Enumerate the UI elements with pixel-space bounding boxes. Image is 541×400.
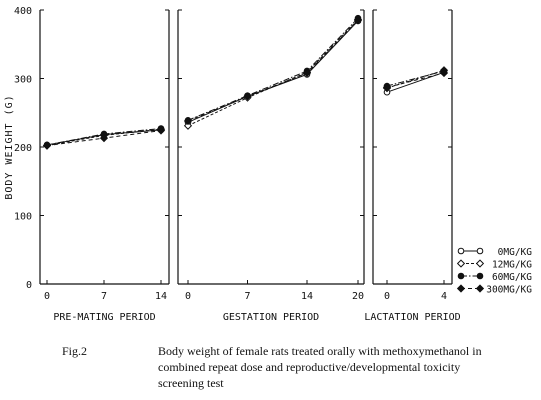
caption-label: Fig.2 [62, 344, 88, 358]
legend-marker [456, 259, 466, 268]
data-point [156, 126, 166, 135]
chart-panel-2: 0 7 14 20 GESTATION PERIOD [177, 9, 365, 323]
legend-label: 300MG/KG [486, 285, 532, 296]
series-line-3 [386, 70, 445, 87]
legend-label: 60MG/KG [492, 272, 532, 283]
x-tick-label: 4 [441, 291, 447, 302]
data-point [302, 68, 312, 78]
legend-marker [456, 284, 466, 293]
legend-label: 12MG/KG [492, 260, 532, 271]
legend-marker [475, 284, 485, 293]
legend-marker [476, 247, 484, 255]
x-tick-label: 14 [155, 291, 167, 302]
legend-marker [457, 247, 465, 255]
series-line-1 [386, 71, 445, 93]
legend-label: 0MG/KG [498, 247, 533, 258]
data-point [183, 116, 193, 126]
legend-marker [457, 272, 465, 280]
x-axis-label: LACTATION PERIOD [364, 312, 460, 323]
y-tick-label: 0 [26, 280, 32, 291]
data-point [183, 121, 193, 130]
y-tick-label: 400 [14, 6, 32, 17]
y-tick-label: 100 [14, 212, 32, 223]
chart-panel-3: 0 4 LACTATION PERIOD [364, 9, 461, 323]
x-tick-label: 7 [244, 291, 250, 302]
x-tick-label: 14 [301, 291, 313, 302]
series-line-1 [187, 20, 359, 123]
x-axis-label: GESTATION PERIOD [223, 312, 319, 323]
data-point [243, 92, 252, 101]
x-tick-label: 0 [185, 291, 191, 302]
y-tick-label: 200 [14, 143, 32, 154]
data-point [439, 68, 449, 78]
x-tick-label: 0 [384, 291, 390, 302]
legend-marker [476, 272, 484, 280]
series-line-4 [187, 19, 359, 122]
x-tick-label: 20 [352, 291, 364, 302]
data-point [353, 16, 363, 25]
y-tick-label: 300 [14, 75, 32, 86]
data-point [99, 133, 109, 143]
y-axis-label: BODY WEIGHT (G) [4, 94, 15, 199]
series-line-2 [187, 19, 359, 127]
x-tick-label: 0 [44, 291, 50, 302]
series-line-3 [187, 17, 359, 121]
legend-marker [475, 259, 485, 268]
x-axis-label: PRE-MATING PERIOD [53, 312, 155, 323]
data-point [382, 83, 392, 92]
x-tick-label: 7 [101, 291, 107, 302]
caption-text: Body weight of female rats treated orall… [158, 344, 482, 390]
data-point [42, 141, 52, 150]
series-line-4 [386, 72, 445, 88]
